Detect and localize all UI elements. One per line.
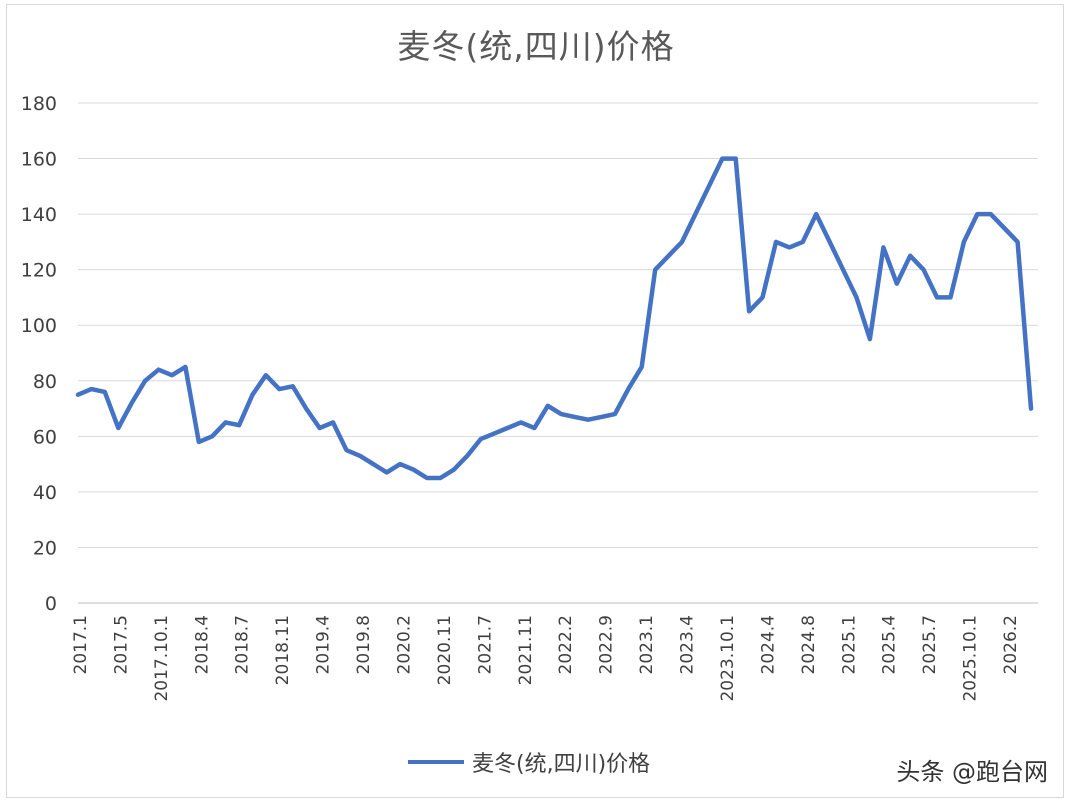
x-tick-label: 2026.2 (1001, 615, 1021, 674)
y-tick-label: 80 (33, 371, 57, 393)
y-tick-label: 160 (21, 149, 57, 171)
x-tick-label: 2023.1 (637, 615, 657, 674)
legend-swatch (408, 760, 464, 764)
x-tick-label: 2017.10.1 (152, 615, 172, 702)
x-tick-label: 2019.4 (314, 615, 334, 674)
y-tick-label: 0 (45, 593, 57, 615)
watermark-text: 头条 @跑台网 (896, 758, 1048, 786)
legend: 麦冬(统,四川)价格 (408, 745, 650, 779)
x-tick-label: 2020.11 (435, 615, 455, 685)
x-tick-label: 2021.7 (475, 615, 495, 674)
y-tick-label: 140 (21, 204, 57, 226)
x-tick-label: 2017.5 (111, 615, 131, 674)
y-tick-label: 180 (21, 93, 57, 115)
legend-label: 麦冬(统,四川)价格 (472, 752, 651, 777)
chart-title: 麦冬(统,四川)价格 (397, 27, 675, 66)
x-tick-label: 2022.2 (556, 615, 576, 674)
x-tick-label: 2025.1 (839, 615, 859, 674)
x-tick-label: 2020.2 (394, 615, 414, 674)
x-tick-label: 2021.11 (516, 615, 536, 685)
x-tick-label: 2018.11 (273, 615, 293, 685)
x-tick-label: 2022.9 (597, 615, 617, 674)
series-line (75, 156, 1034, 481)
x-tick-label: 2018.4 (192, 615, 212, 674)
y-tick-label: 20 (33, 537, 57, 559)
chart-frame (6, 4, 1064, 798)
x-tick-label: 2025.4 (880, 615, 900, 674)
y-tick-label: 120 (21, 260, 57, 282)
x-tick-label: 2023.4 (678, 615, 698, 674)
x-tick-label: 2019.8 (354, 615, 374, 674)
x-tick-label: 2023.10.1 (718, 615, 738, 702)
y-tick-label: 100 (21, 315, 57, 337)
x-tick-label: 2025.10.1 (961, 615, 981, 702)
x-tick-label: 2025.7 (920, 615, 940, 674)
x-tick-label: 2024.8 (799, 615, 819, 674)
y-tick-label: 60 (33, 426, 57, 448)
y-tick-label: 40 (33, 482, 57, 504)
x-tick-label: 2024.4 (758, 615, 778, 674)
x-tick-label: 2018.7 (233, 615, 253, 674)
x-tick-label: 2017.1 (71, 615, 91, 674)
